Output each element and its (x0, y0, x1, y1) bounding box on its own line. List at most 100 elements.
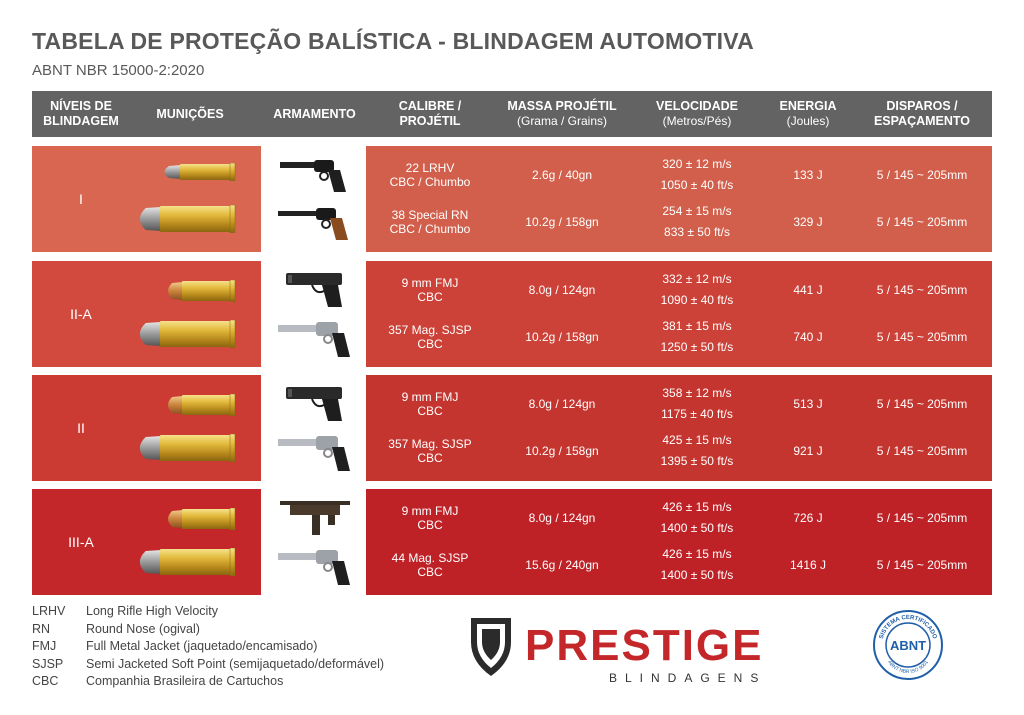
legend-definition: Semi Jacketed Soft Point (semijaquetado/… (86, 656, 385, 671)
table-header: NÍVEIS DE BLINDAGEM MUNIÇÕES ARMAMENTO CA… (32, 91, 992, 137)
level-left-panel (32, 489, 261, 595)
table-row: 9 mm FMJ CBC 8.0g / 124gn 426 ± 15 m/s 1400 … (32, 494, 968, 542)
disparos-cell: 5 / 145 ~ 205mm (876, 168, 968, 182)
level-block: III-A (32, 489, 992, 595)
level-name: III-A (68, 534, 94, 550)
disparos-cell: 5 / 145 ~ 205mm (876, 330, 968, 344)
energia-cell: 1416 J (789, 558, 827, 572)
cartridge-icon (164, 279, 236, 307)
level-name: II (77, 420, 85, 436)
prestige-logo: PRESTIGE BLINDAGENS (471, 618, 766, 685)
velocidade-cell: 358 ± 12 m/s 1175 ± 40 ft/s (661, 386, 733, 421)
revolver-icon (276, 543, 356, 592)
level-right-panel (366, 261, 992, 367)
table-row: 44 Mag. SJSP CBC 15.6g / 240gn 426 ± 15 m/s… (32, 541, 968, 589)
massa-cell: 10.2g / 158gn (525, 444, 599, 458)
header-disparos: DISPAROS / ESPAÇAMENTO (873, 99, 971, 128)
header-calibre: CALIBRE / PROJÉTIL (398, 99, 462, 128)
level-right-panel (366, 146, 992, 252)
legend-abbr: RN (32, 621, 51, 636)
header-massa: MASSA PROJÉTIL (Grama / Grains) (507, 99, 617, 128)
revolver-icon (276, 200, 356, 249)
header-energia: ENERGIA (Joules) (779, 99, 837, 128)
table-row: 9 mm FMJ CBC 8.0g / 124gn 332 ± 12 m/s 1090 … (32, 266, 968, 314)
header-municoes: MUNIÇÕES (156, 106, 224, 121)
velocidade-cell: 381 ± 15 m/s 1250 ± 50 ft/s (660, 319, 734, 354)
level-name: I (79, 191, 83, 207)
energia-cell: 921 J (793, 444, 823, 458)
velocidade-cell: 332 ± 12 m/s 1090 ± 40 ft/s (660, 272, 734, 307)
velocidade-cell: 425 ± 15 m/s 1395 ± 50 ft/s (660, 433, 734, 468)
calibre-cell: 9 mm FMJ CBC (401, 276, 459, 304)
calibre-cell: 44 Mag. SJSP CBC (391, 551, 469, 579)
legend-definition: Round Nose (ogival) (86, 621, 200, 636)
calibre-cell: 357 Mag. SJSP CBC (388, 323, 472, 351)
massa-cell: 8.0g / 124gn (528, 397, 596, 411)
table-row: 38 Special RN CBC / Chumbo 10.2g / 158gn 25… (32, 198, 968, 246)
legend-definition: Long Rifle High Velocity (86, 604, 219, 618)
velocidade-cell: 426 ± 15 m/s 1400 ± 50 ft/s (660, 547, 734, 582)
revolver-icon (276, 152, 356, 201)
header-niveis: NÍVEIS DE BLINDAGEM (43, 99, 119, 128)
seal-center-text: ABNT (890, 638, 926, 653)
cartridge-icon (164, 393, 236, 421)
energia-cell: 329 J (793, 215, 823, 229)
cartridge-icon (134, 433, 236, 467)
level-left-panel (32, 261, 261, 367)
velocidade-cell: 426 ± 15 m/s 1400 ± 50 ft/s (660, 500, 734, 535)
submachine-gun-icon (276, 495, 356, 544)
brand-name: PRESTIGE (525, 621, 764, 670)
energia-cell: 740 J (793, 330, 823, 344)
table-row: 357 Mag. SJSP CBC 10.2g / 158gn 425 ± 15 m/… (32, 427, 967, 475)
energia-cell: 513 J (793, 397, 823, 411)
cartridge-icon (134, 204, 236, 238)
level-right-panel (366, 489, 992, 595)
disparos-cell: 5 / 145 ~ 205mm (876, 511, 968, 525)
massa-cell: 2.6g / 40gn (531, 168, 593, 182)
level-right-panel (366, 375, 992, 481)
shield-icon (471, 618, 511, 676)
page-title: TABELA DE PROTEÇÃO BALÍSTICA - BLINDAGEM… (32, 28, 754, 54)
cartridge-icon (160, 162, 236, 186)
disparos-cell: 5 / 145 ~ 205mm (876, 397, 968, 411)
level-left-panel (32, 146, 261, 252)
revolver-icon (276, 429, 356, 478)
page-subtitle: ABNT NBR 15000-2:2020 (32, 62, 205, 79)
legend-abbr: LRHV (32, 604, 66, 618)
velocidade-cell: 320 ± 12 m/s 1050 ± 40 ft/s (660, 157, 734, 192)
disparos-cell: 5 / 145 ~ 205mm (876, 558, 968, 572)
legend-abbr: FMJ (32, 639, 57, 653)
calibre-cell: 9 mm FMJ CBC (401, 504, 459, 532)
massa-cell: 8.0g / 124gn (528, 283, 596, 297)
velocidade-cell: 254 ± 15 m/s 833 ± 50 ft/s (662, 204, 732, 239)
cartridge-icon (134, 547, 236, 581)
abnt-seal-icon: SISTEMA CERTIFICADO ABNT NBR ISO 9001 AB… (873, 610, 943, 680)
table-row: 357 Mag. SJSP CBC 10.2g / 158gn 381 ± 15 m/… (32, 313, 967, 361)
calibre-cell: 357 Mag. SJSP CBC (388, 437, 472, 465)
legend-definition: Full Metal Jacket (jaquetado/encamisado) (86, 639, 318, 653)
legend-definition: Companhia Brasileira de Cartuchos (86, 674, 284, 688)
energia-cell: 133 J (793, 168, 823, 182)
energia-cell: 726 J (793, 511, 823, 525)
massa-cell: 8.0g / 124gn (528, 511, 596, 525)
massa-cell: 10.2g / 158gn (525, 330, 599, 344)
massa-cell: 15.6g / 240gn (525, 558, 599, 572)
brand-tagline: BLINDAGENS (609, 671, 766, 685)
calibre-cell: 38 Special RN CBC / Chumbo (389, 208, 471, 236)
header-armamento: ARMAMENTO (273, 106, 356, 121)
cartridge-icon (164, 507, 236, 535)
disparos-cell: 5 / 145 ~ 205mm (876, 215, 968, 229)
calibre-cell: 22 LRHV CBC / Chumbo (389, 161, 471, 189)
cartridge-icon (134, 319, 236, 353)
pistol-icon (276, 381, 356, 430)
calibre-cell: 9 mm FMJ CBC (401, 390, 459, 418)
level-block: II-A (32, 261, 992, 367)
massa-cell: 10.2g / 158gn (525, 215, 599, 229)
legend-abbr: CBC (32, 674, 59, 688)
level-block: II (32, 375, 992, 481)
disparos-cell: 5 / 145 ~ 205mm (876, 283, 968, 297)
level-name: II-A (70, 306, 92, 322)
level-left-panel (32, 375, 261, 481)
table-row: 22 LRHV CBC / Chumbo 2.6g / 40gn 320 ± 12 m… (32, 151, 968, 199)
level-block: I (32, 146, 992, 252)
